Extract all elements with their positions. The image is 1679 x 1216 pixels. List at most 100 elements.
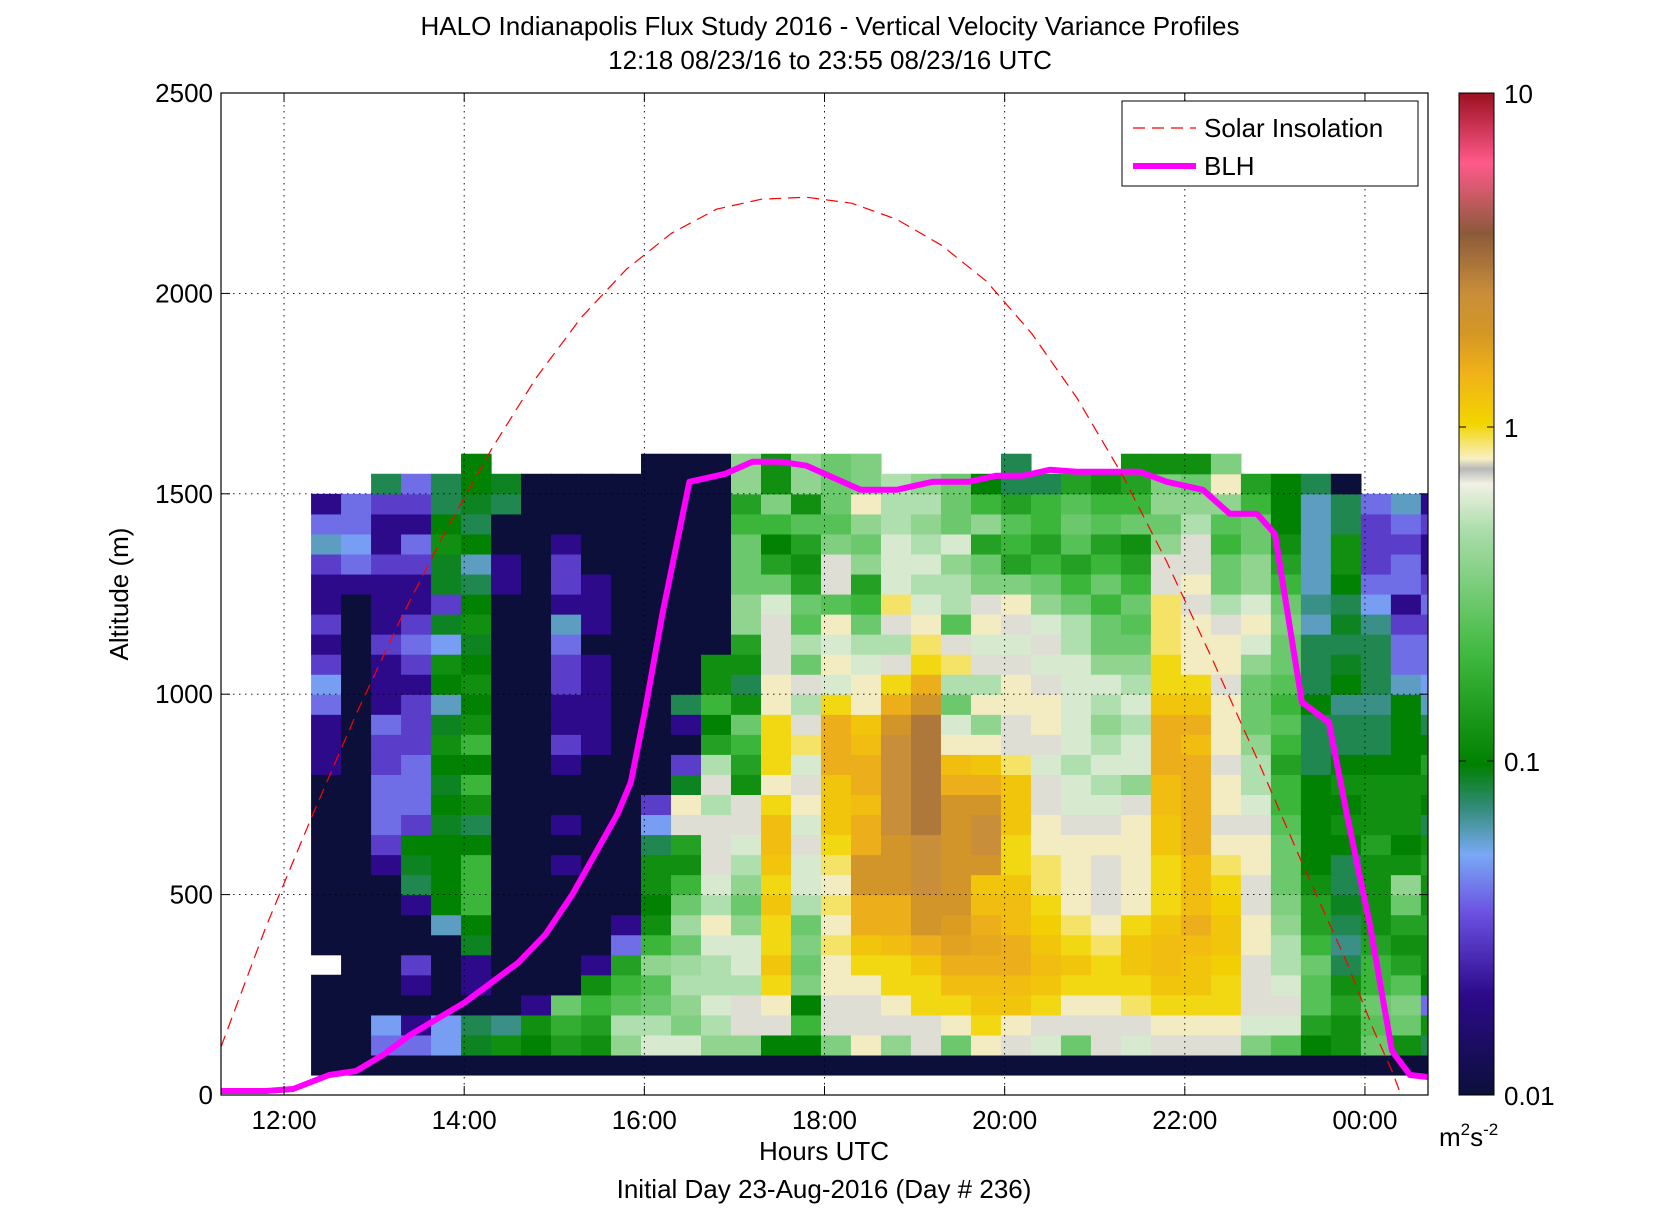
heatmap-cell (820, 553, 852, 575)
heatmap-cell (1000, 1014, 1032, 1036)
heatmap-cell (1240, 854, 1272, 876)
heatmap-cell (641, 754, 672, 775)
heatmap-cell (671, 854, 702, 876)
heatmap-cell (880, 1014, 912, 1036)
heatmap-cell (1000, 934, 1032, 956)
heatmap-cell (1150, 774, 1182, 795)
heatmap-cell (491, 1054, 522, 1076)
heatmap-cell (701, 453, 732, 475)
heatmap-cell (790, 473, 822, 495)
heatmap-cell (1180, 654, 1212, 675)
heatmap-cell (1030, 954, 1062, 976)
heatmap-cell (1000, 1054, 1032, 1076)
heatmap-cell (1180, 874, 1212, 896)
heatmap-cell (551, 694, 582, 715)
heatmap-cell (551, 994, 582, 1016)
heatmap-cell (880, 674, 912, 695)
heatmap-cell (1420, 573, 1428, 595)
heatmap-cell (581, 814, 612, 836)
heatmap-cell (1090, 714, 1122, 735)
heatmap-cell (820, 1034, 852, 1056)
heatmap-cell (611, 1014, 642, 1036)
heatmap-cell (401, 1014, 432, 1036)
heatmap-cell (850, 654, 882, 675)
heatmap-cell (731, 714, 762, 735)
x-tick-label: 14:00 (432, 1105, 497, 1135)
heatmap-cell (940, 573, 972, 595)
heatmap-cell (701, 794, 732, 816)
heatmap-cell (1390, 1034, 1422, 1056)
heatmap-cell (940, 914, 972, 936)
heatmap-cell (1090, 854, 1122, 876)
heatmap-cell (760, 774, 792, 795)
heatmap-cell (1390, 513, 1422, 535)
heatmap-cell (880, 854, 912, 876)
heatmap-cell (910, 533, 942, 555)
heatmap-cell (1210, 1014, 1242, 1036)
heatmap-cell (1210, 654, 1242, 675)
heatmap-cell (1120, 854, 1152, 876)
heatmap-cell (1120, 814, 1152, 836)
heatmap-cell (1060, 934, 1092, 956)
x-axis-sublabel: Initial Day 23-Aug-2016 (Day # 236) (617, 1174, 1032, 1204)
heatmap-cell (521, 1014, 552, 1036)
heatmap-cell (1000, 634, 1032, 655)
heatmap-cell (880, 954, 912, 976)
heatmap-cell (1150, 894, 1182, 916)
heatmap-cell (1090, 513, 1122, 535)
heatmap-cell (581, 754, 612, 775)
heatmap-cell (491, 493, 522, 515)
heatmap-cell (1270, 954, 1302, 976)
heatmap-cell (1060, 694, 1092, 715)
heatmap-cell (341, 734, 372, 755)
heatmap-cell (701, 894, 732, 916)
heatmap-cell (1420, 634, 1428, 655)
heatmap-cell (790, 934, 822, 956)
heatmap-cell (760, 734, 792, 755)
heatmap-cell (910, 974, 942, 996)
heatmap-cell (790, 553, 822, 575)
heatmap-cell (1360, 854, 1392, 876)
heatmap-cell (1300, 774, 1332, 795)
heatmap-cell (731, 594, 762, 615)
heatmap-cell (1270, 714, 1302, 735)
heatmap-cell (1300, 533, 1332, 555)
heatmap-cell (1420, 914, 1428, 936)
heatmap-cell (880, 994, 912, 1016)
heatmap-cell (311, 914, 342, 936)
heatmap-cell (1420, 614, 1428, 635)
heatmap-cell (1390, 614, 1422, 635)
heatmap-cell (820, 634, 852, 655)
heatmap-cell (1210, 553, 1242, 575)
heatmap-cell (311, 654, 342, 675)
heatmap-cell (1030, 714, 1062, 735)
heatmap-cell (1150, 493, 1182, 515)
heatmap-cell (461, 754, 492, 775)
heatmap-cell (1330, 954, 1362, 976)
heatmap-cell (1180, 714, 1212, 735)
heatmap-cell (970, 573, 1002, 595)
heatmap-cell (671, 1054, 702, 1076)
heatmap-cell (1000, 974, 1032, 996)
heatmap-cell (551, 714, 582, 735)
heatmap-cell (970, 734, 1002, 755)
heatmap-cell (341, 914, 372, 936)
heatmap-cell (1090, 573, 1122, 595)
heatmap-cell (1000, 754, 1032, 775)
heatmap-cell (701, 774, 732, 795)
heatmap-cell (1210, 473, 1242, 495)
heatmap-cell (820, 614, 852, 635)
heatmap-cell (311, 594, 342, 615)
heatmap-cell (1060, 714, 1092, 735)
heatmap-cell (521, 1034, 552, 1056)
heatmap-cell (311, 814, 342, 836)
heatmap-cell (850, 453, 882, 475)
heatmap-cell (731, 533, 762, 555)
heatmap-cell (970, 774, 1002, 795)
heatmap-cell (671, 634, 702, 655)
heatmap-cell (401, 954, 432, 976)
heatmap-cell (1150, 614, 1182, 635)
chart-title: HALO Indianapolis Flux Study 2016 - Vert… (421, 11, 1240, 41)
heatmap-cell (760, 654, 792, 675)
heatmap-cell (611, 674, 642, 695)
